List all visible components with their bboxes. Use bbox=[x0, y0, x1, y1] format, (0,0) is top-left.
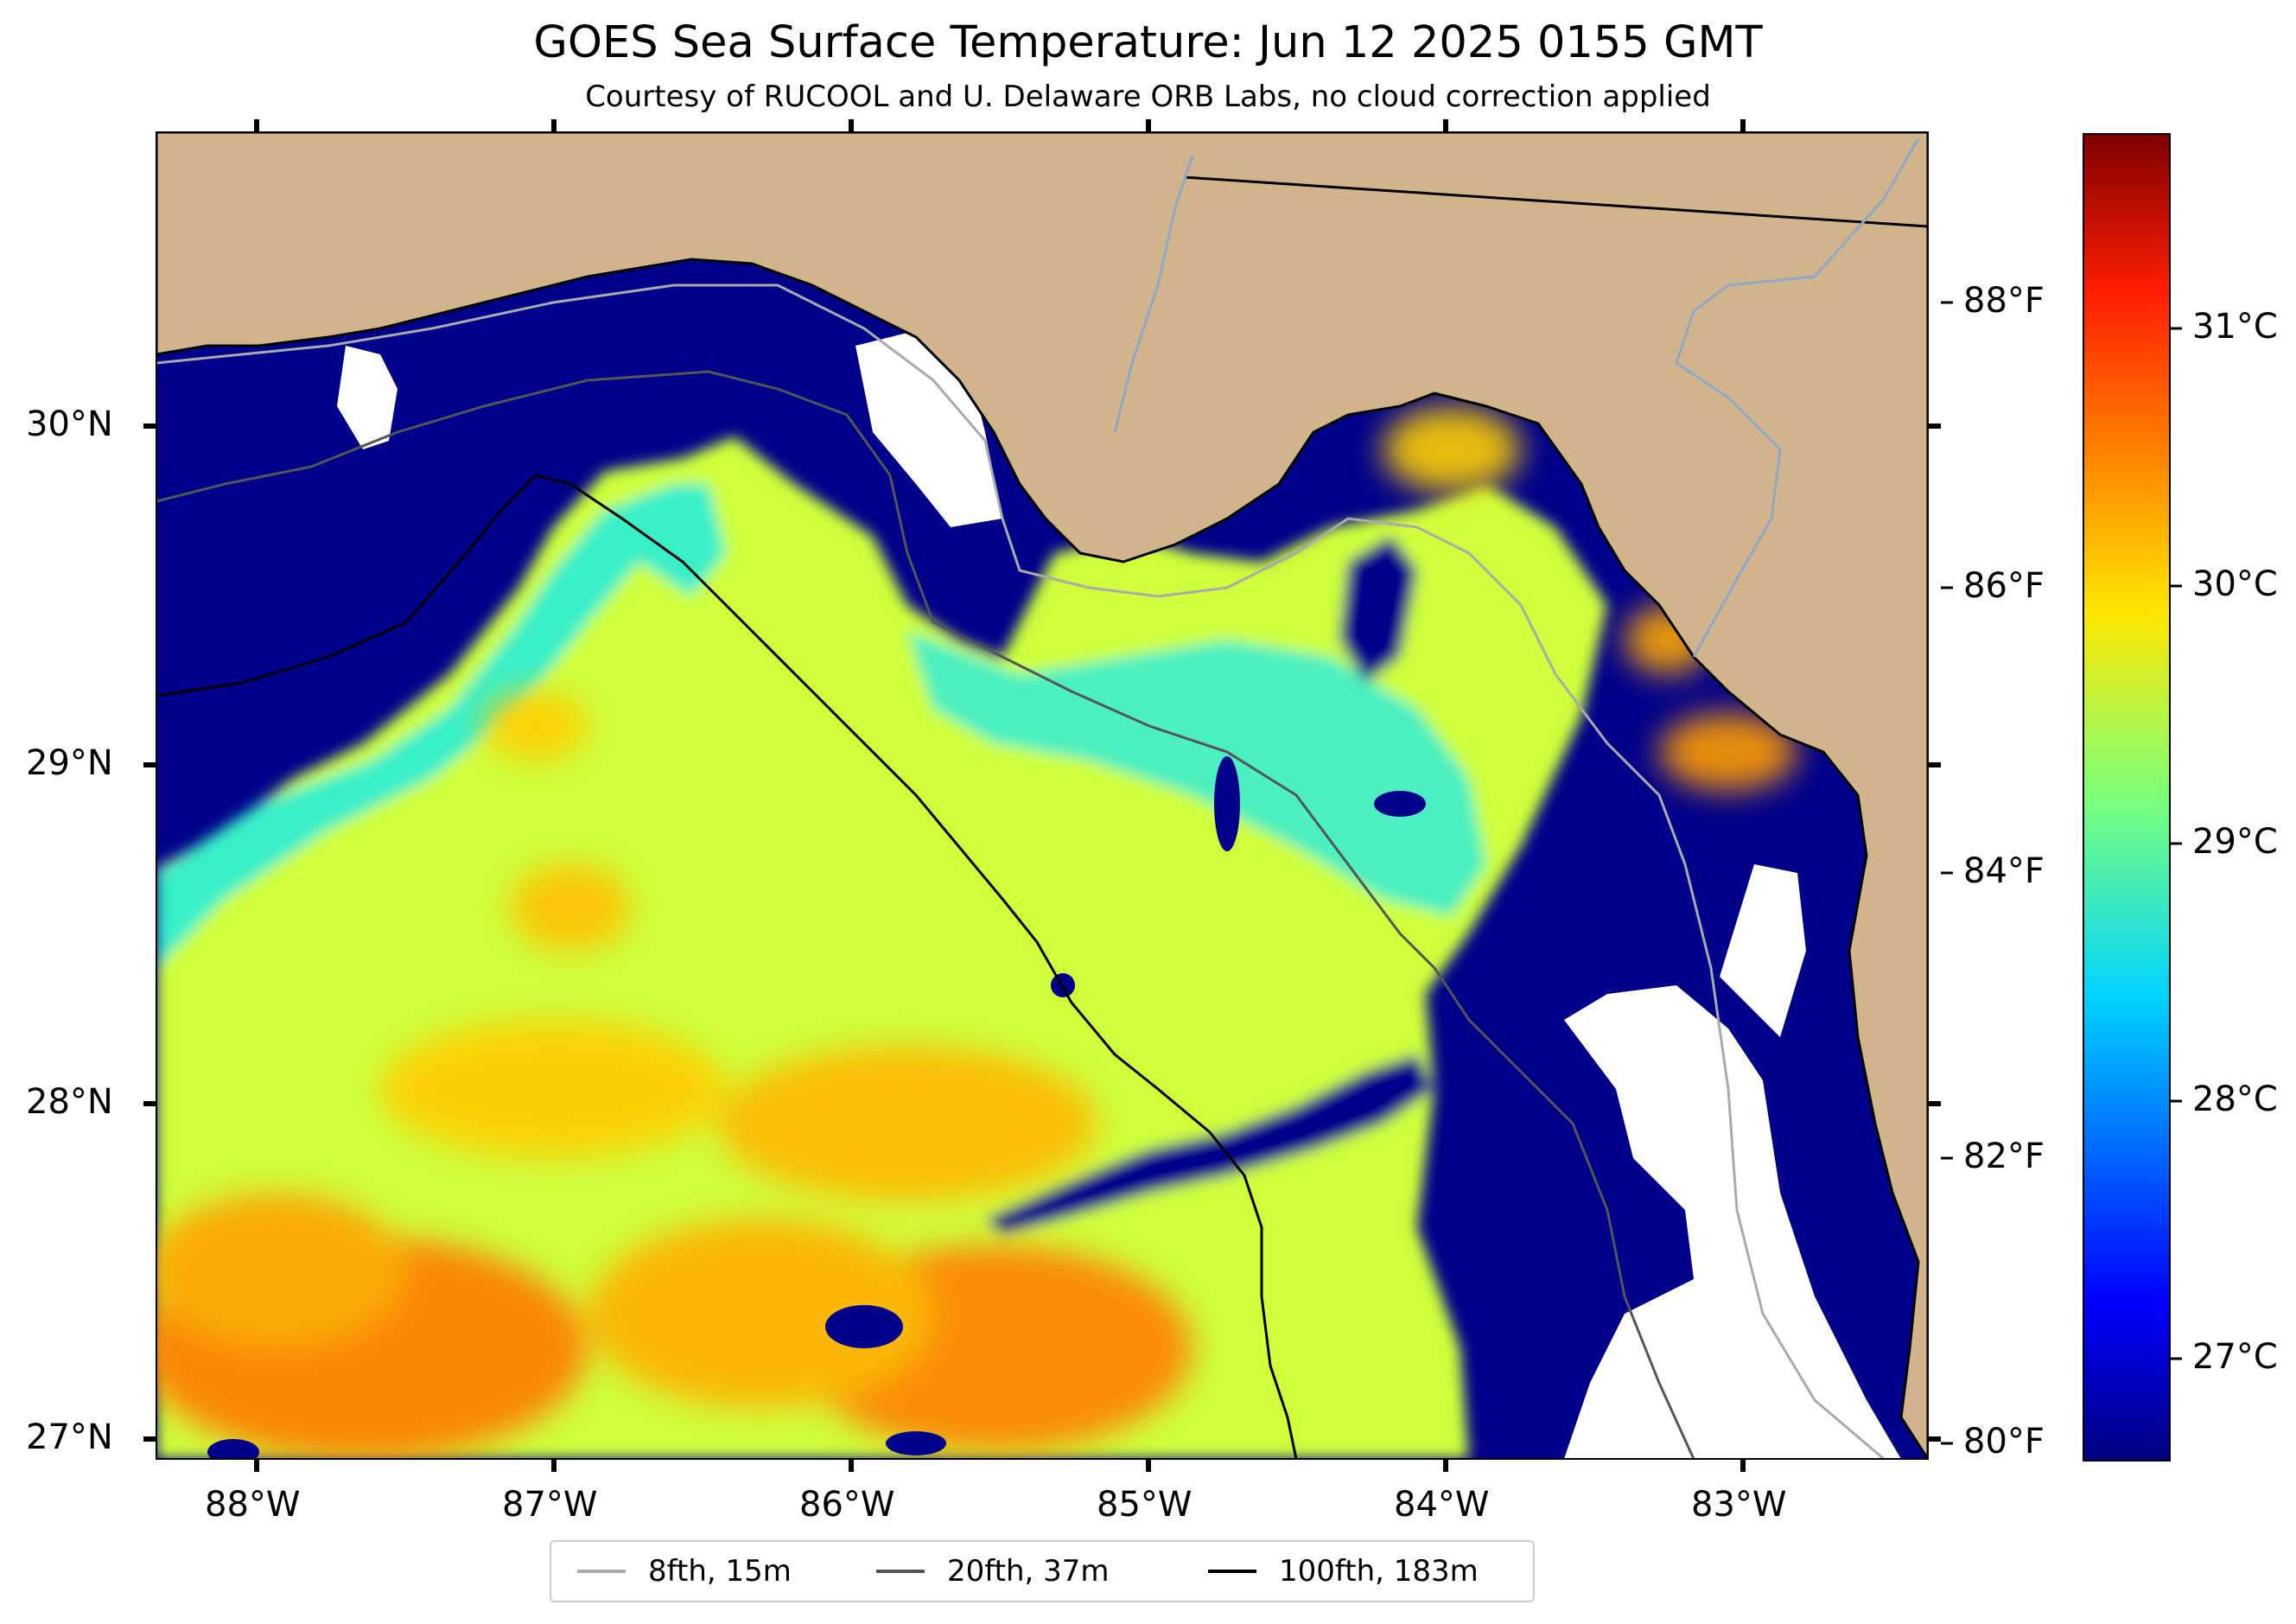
legend-line-swatch bbox=[1208, 1570, 1256, 1573]
contour-100fth bbox=[156, 474, 1298, 1459]
cold-patch-nearshore-east bbox=[1339, 536, 1417, 683]
lat-label: 27°N bbox=[26, 1417, 113, 1457]
lon-label: 86°W bbox=[799, 1485, 895, 1525]
sst-field bbox=[156, 436, 1607, 1459]
map-frame bbox=[156, 131, 1929, 1460]
lon-label: 87°W bbox=[502, 1485, 598, 1525]
warm-patches bbox=[156, 406, 1797, 1459]
colorbar-ticks bbox=[1941, 301, 2182, 1445]
legend-label: 8fth, 15m bbox=[648, 1554, 792, 1589]
lat-label: 28°N bbox=[26, 1082, 113, 1122]
legend-label: 100fth, 183m bbox=[1279, 1554, 1479, 1589]
cyan-water-band bbox=[156, 484, 726, 968]
cold-channel-west bbox=[985, 1054, 1434, 1236]
depth-contours bbox=[156, 283, 1885, 1459]
legend-item-8fth: 8fth, 15m bbox=[577, 1542, 792, 1601]
river bbox=[1675, 137, 1920, 658]
river bbox=[1113, 155, 1194, 433]
celsius-label: 29°C bbox=[2192, 822, 2278, 862]
fahrenheit-label: 88°F bbox=[1963, 281, 2045, 321]
lon-label: 88°W bbox=[205, 1485, 301, 1525]
fahrenheit-label: 82°F bbox=[1963, 1137, 2045, 1176]
map-subtitle: Courtesy of RUCOOL and U. Delaware ORB L… bbox=[585, 80, 1711, 114]
colorbar bbox=[2083, 133, 2171, 1462]
celsius-label: 28°C bbox=[2192, 1079, 2278, 1119]
state-border bbox=[1183, 175, 1928, 228]
legend-line-swatch bbox=[876, 1570, 925, 1573]
lat-label: 29°N bbox=[26, 743, 113, 783]
legend-item-20fth: 20fth, 37m bbox=[876, 1542, 1110, 1601]
contour-20fth bbox=[156, 370, 1695, 1459]
map-area bbox=[156, 132, 1928, 1459]
fahrenheit-label: 80°F bbox=[1963, 1422, 2045, 1462]
lon-label: 84°W bbox=[1394, 1485, 1490, 1525]
land-areas bbox=[156, 132, 1928, 1459]
legend-label: 20fth, 37m bbox=[947, 1554, 1110, 1589]
legend-line-swatch bbox=[577, 1570, 626, 1573]
land-north-coast bbox=[156, 132, 1928, 1459]
celsius-label: 27°C bbox=[2192, 1337, 2278, 1377]
legend-item-100fth: 100fth, 183m bbox=[1208, 1542, 1479, 1601]
fahrenheit-label: 86°F bbox=[1963, 566, 2045, 606]
lat-label: 30°N bbox=[26, 404, 113, 444]
cyan-water-band-east bbox=[907, 631, 1486, 916]
contour-8fth bbox=[156, 283, 1885, 1459]
lon-label: 85°W bbox=[1097, 1485, 1193, 1525]
celsius-label: 30°C bbox=[2192, 564, 2278, 604]
lon-label: 83°W bbox=[1691, 1485, 1787, 1525]
contour-legend: 8fth, 15m 20fth, 37m 100fth, 183m bbox=[550, 1540, 1535, 1602]
celsius-label: 31°C bbox=[2192, 307, 2278, 347]
fahrenheit-label: 84°F bbox=[1963, 851, 2045, 891]
map-major-ticks bbox=[143, 119, 1941, 1472]
map-title: GOES Sea Surface Temperature: Jun 12 202… bbox=[533, 17, 1763, 68]
